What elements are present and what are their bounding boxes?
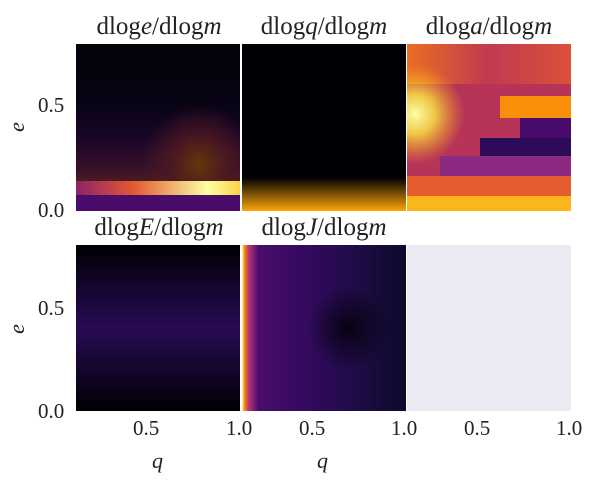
panel-title-2: dlogq/dlogm — [260, 13, 388, 40]
xtick-label: 1.0 — [391, 416, 418, 440]
empty-panel — [407, 245, 571, 411]
x-axis-label: q — [317, 448, 328, 473]
heatmap-cells — [242, 44, 406, 211]
xtick-label: 0.5 — [464, 416, 491, 440]
heatmap-cells — [242, 245, 406, 411]
heatmap-cells — [407, 44, 571, 211]
xtick-label: 0.5 — [299, 416, 326, 440]
y-axis-label: e — [3, 122, 29, 132]
heatmap-cells — [76, 44, 240, 211]
x-axis-label: q — [152, 448, 163, 473]
ytick-label: 0.5 — [38, 296, 65, 320]
xtick-label: 0.5 — [133, 416, 160, 440]
y-axis-label: e — [3, 324, 29, 334]
panel-title-5: dlogJ/dlogm — [261, 214, 387, 241]
ytick-label: 0.5 — [38, 93, 65, 117]
xtick-label: 1.0 — [226, 416, 253, 440]
panel-title-1: dloge/dlogm — [96, 13, 222, 40]
xtick-label: 1.0 — [556, 416, 583, 440]
ytick-label: 0.0 — [38, 399, 65, 423]
panel-title-3: dloga/dlogm — [425, 13, 553, 40]
heatmap-cells — [76, 245, 240, 411]
ytick-label: 0.0 — [38, 198, 65, 222]
panel-title-4: dlogE/dlogm — [94, 214, 224, 241]
